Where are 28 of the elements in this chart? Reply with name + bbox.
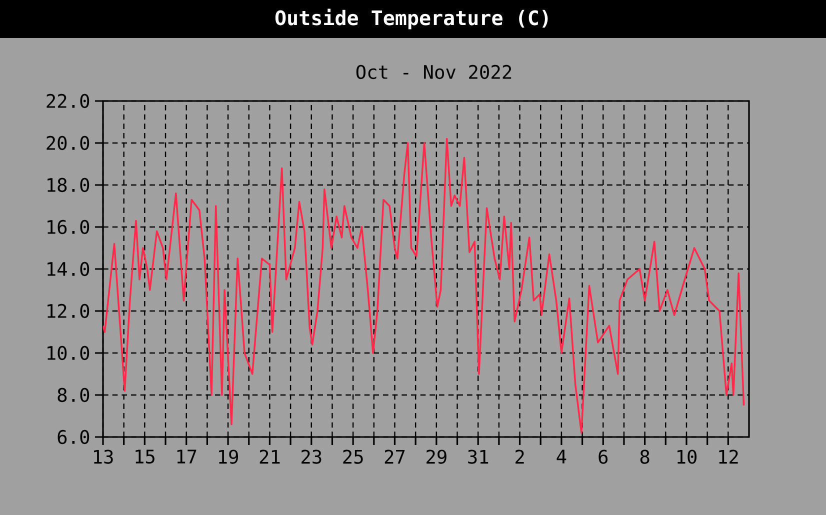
x-tick-label: 4	[556, 450, 566, 464]
y-tick-label: 18.0	[48, 178, 90, 192]
y-tick-label: 6.0	[58, 430, 90, 444]
x-tick-label: 15	[136, 450, 154, 464]
x-tick-label: 10	[677, 450, 697, 464]
chart-title: Outside Temperature (C)	[275, 8, 548, 30]
y-tick-label: 12.0	[48, 304, 90, 318]
x-tick-label: 17	[177, 450, 196, 464]
line-series	[103, 138, 745, 434]
x-tick-label: 29	[426, 450, 446, 464]
y-tick-label: 10.0	[48, 346, 90, 360]
x-tick-label: 27	[384, 450, 405, 464]
x-tick-label: 19	[219, 450, 238, 464]
x-tick-label: 21	[260, 450, 280, 464]
chart-subtitle: Oct - Nov 2022	[356, 64, 512, 80]
x-tick-label: 2	[516, 450, 524, 464]
y-tick-label: 14.0	[48, 262, 90, 276]
y-tick-label: 20.0	[46, 136, 90, 150]
x-tick-label: 31	[468, 450, 488, 464]
y-tick-label: 16.0	[48, 220, 90, 234]
x-tick-label: 8	[640, 450, 650, 464]
x-tick-label: 13	[94, 450, 113, 464]
x-tick-label: 25	[343, 450, 363, 464]
y-tick-label: 22.0	[46, 94, 90, 108]
x-tick-label: 6	[598, 450, 608, 464]
x-tick-label: 12	[719, 450, 738, 464]
x-tick-label: 23	[302, 450, 322, 464]
y-tick-label: 8.0	[58, 388, 90, 402]
